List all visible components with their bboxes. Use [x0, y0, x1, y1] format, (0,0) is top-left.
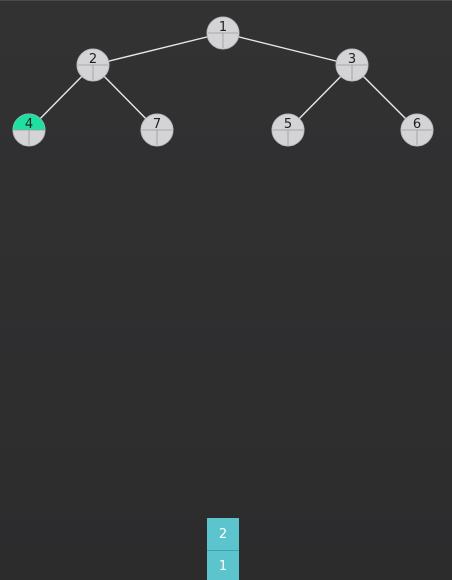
- tree-nodes: 1 2 3 4 7 5 6: [12, 16, 434, 147]
- tree-node-label: 2: [89, 52, 97, 67]
- top-divider: [0, 0, 452, 1]
- tree-node-4[interactable]: 4: [12, 113, 46, 147]
- tree-node-6[interactable]: 6: [400, 113, 434, 147]
- tree-node-2[interactable]: 2: [76, 48, 110, 82]
- tree-edge-1-3: [222, 32, 353, 66]
- tree-node-3[interactable]: 3: [335, 48, 369, 82]
- tree-node-highlight: [13, 114, 45, 130]
- tree-node-label: 4: [25, 117, 33, 132]
- tree-node-label: 5: [284, 117, 292, 132]
- tree-node-label: 3: [348, 52, 356, 67]
- tree-node-label: 6: [413, 117, 421, 132]
- tree-edge-1-2: [92, 32, 224, 66]
- tree-node-1[interactable]: 1: [206, 16, 240, 50]
- tree-node-7[interactable]: 7: [140, 113, 174, 147]
- tree-node-label: 7: [153, 117, 161, 132]
- tree-node-5[interactable]: 5: [271, 113, 305, 147]
- stack-item: 2: [207, 518, 239, 550]
- stack-item: 1: [207, 550, 239, 580]
- tree-node-label: 1: [219, 20, 227, 35]
